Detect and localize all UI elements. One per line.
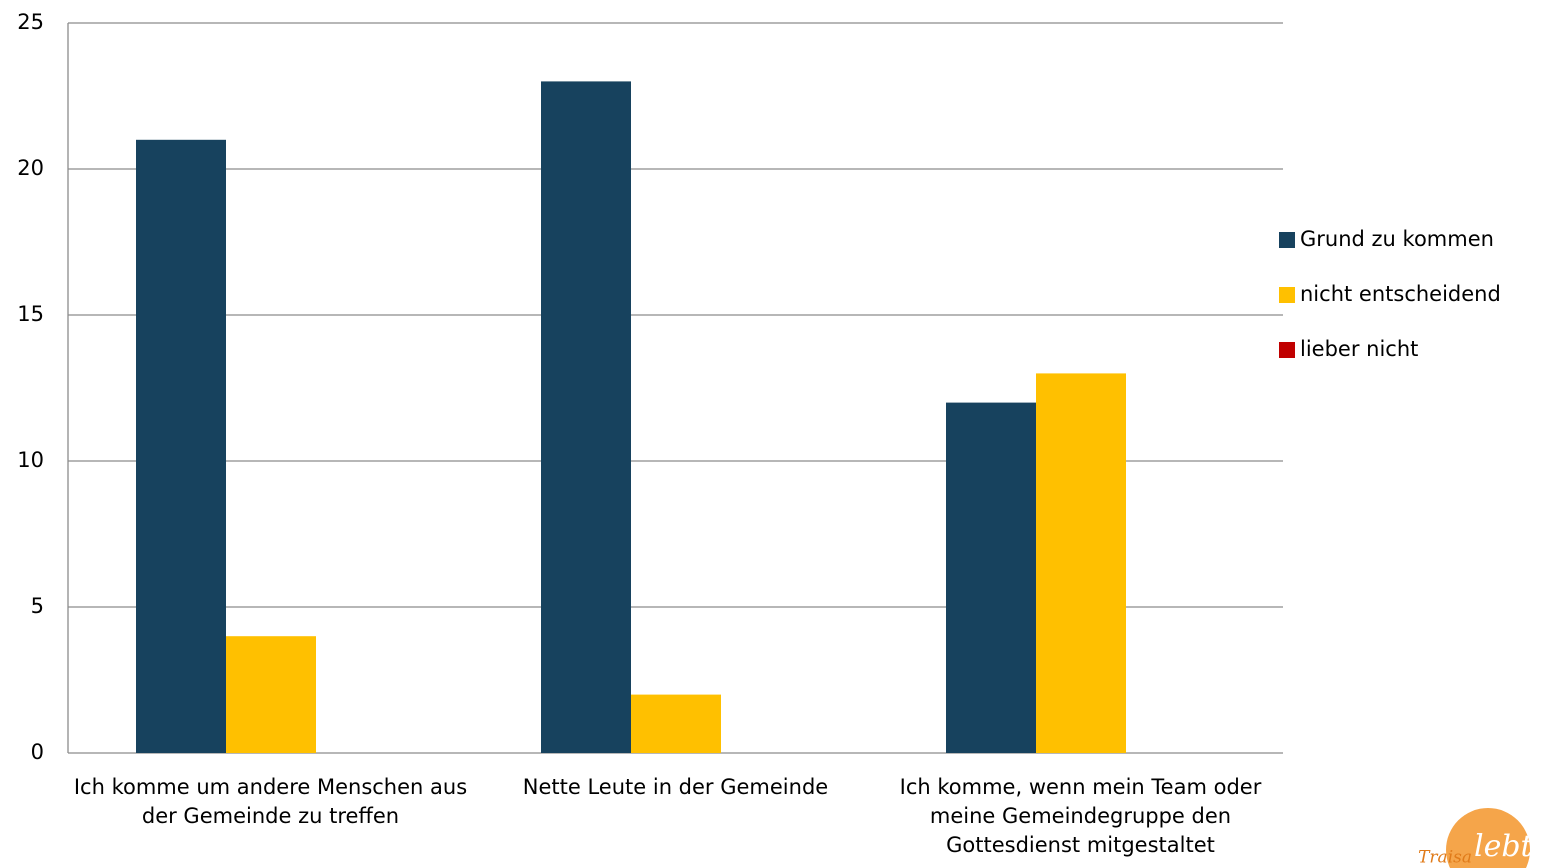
logo-accent: lebt bbox=[1474, 829, 1534, 864]
legend-swatch bbox=[1279, 287, 1295, 303]
bar bbox=[541, 81, 631, 753]
logo-text: Traisa bbox=[1418, 848, 1472, 868]
bar bbox=[226, 636, 316, 753]
logo-badge bbox=[1446, 808, 1530, 868]
y-tick-label: 10 bbox=[17, 448, 44, 472]
legend-label: lieber nicht bbox=[1300, 337, 1418, 361]
legend-swatch bbox=[1279, 232, 1295, 248]
bar bbox=[946, 402, 1036, 753]
legend-label: Grund zu kommen bbox=[1300, 227, 1494, 251]
x-tick-label: Ich komme, wenn mein Team oder meine Gem… bbox=[899, 775, 1262, 857]
x-tick-label: Ich komme um andere Menschen aus der Gem… bbox=[73, 775, 468, 828]
x-tick-label: Nette Leute in der Gemeinde bbox=[522, 775, 829, 799]
y-tick-label: 0 bbox=[31, 740, 44, 764]
bar bbox=[1036, 373, 1126, 753]
legend-label: nicht entscheidend bbox=[1300, 282, 1501, 306]
legend-swatch bbox=[1279, 342, 1295, 358]
bar bbox=[136, 139, 226, 754]
bar bbox=[631, 694, 721, 753]
y-tick-label: 15 bbox=[17, 302, 44, 326]
y-tick-label: 25 bbox=[17, 10, 44, 34]
y-tick-label: 20 bbox=[17, 156, 44, 180]
y-tick-label: 5 bbox=[31, 594, 44, 618]
